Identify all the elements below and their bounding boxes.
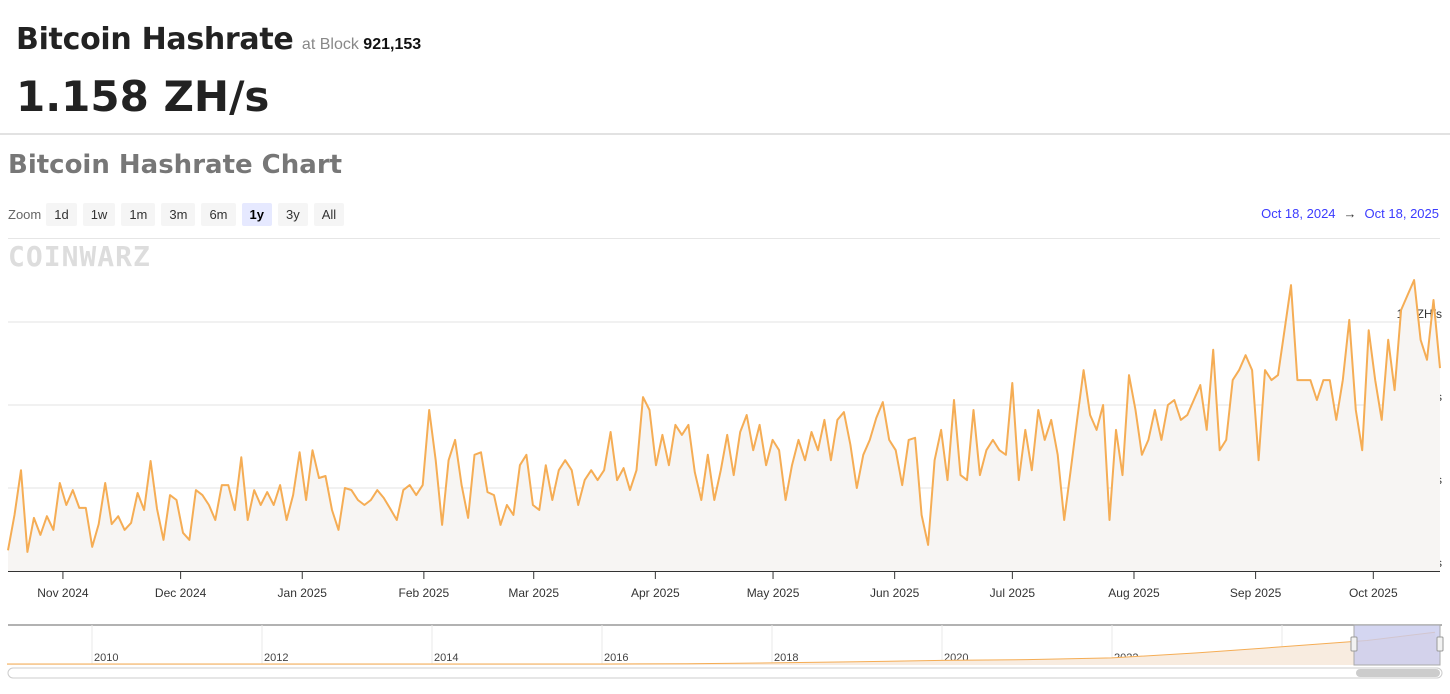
range-from[interactable]: Oct 18, 2024 xyxy=(1261,206,1336,221)
navigator-handle[interactable] xyxy=(1436,636,1444,652)
x-tick-label: Feb 2025 xyxy=(399,586,450,600)
zoom-bar: Zoom 1d 1w 1m 3m 6m 1y 3y All xyxy=(8,203,350,226)
zoom-1m-button[interactable]: 1m xyxy=(121,203,156,226)
x-tick-label: Apr 2025 xyxy=(631,586,680,600)
zoom-3y-button[interactable]: 3y xyxy=(277,203,308,226)
navigator-tick-label: 2012 xyxy=(264,652,288,664)
x-tick-label: Sep 2025 xyxy=(1230,586,1282,600)
series-area xyxy=(8,280,1440,571)
scrollbar-thumb[interactable] xyxy=(1356,669,1440,677)
x-tick-label: Nov 2024 xyxy=(37,586,89,600)
zoom-3m-button[interactable]: 3m xyxy=(161,203,196,226)
range-arrow: → xyxy=(1343,206,1357,221)
x-tick-label: Jul 2025 xyxy=(990,586,1036,600)
chart-top-border xyxy=(8,238,1440,239)
zoom-6m-button[interactable]: 6m xyxy=(201,203,236,226)
x-tick-label: Mar 2025 xyxy=(508,586,559,600)
page-header: Bitcoin Hashrate at Block 921,153 xyxy=(16,22,421,57)
x-tick-label: Dec 2024 xyxy=(155,586,207,600)
coinwarz-watermark-logo: COINWARZ xyxy=(8,240,151,273)
range-to[interactable]: Oct 18, 2025 xyxy=(1364,206,1439,221)
x-tick-label: Jun 2025 xyxy=(870,586,920,600)
navigator-tick-label: 2014 xyxy=(434,652,458,664)
navigator-tick-label: 2018 xyxy=(774,652,798,664)
zoom-label: Zoom xyxy=(8,207,42,222)
at-block-label: at Block xyxy=(301,36,359,53)
scrollbar-track[interactable] xyxy=(7,667,1443,679)
zoom-1w-button[interactable]: 1w xyxy=(82,203,116,226)
navigator-tick-label: 2016 xyxy=(604,652,628,664)
navigator-line xyxy=(7,631,1436,665)
zoom-1y-button[interactable]: 1y xyxy=(241,203,272,226)
zoom-1d-button[interactable]: 1d xyxy=(46,203,77,226)
chart-title: Bitcoin Hashrate Chart xyxy=(8,150,343,180)
divider xyxy=(0,133,1450,135)
date-range: Oct 18, 2024 → Oct 18, 2025 xyxy=(1261,206,1439,221)
navigator-handle[interactable] xyxy=(1350,636,1358,652)
zoom-all-button[interactable]: All xyxy=(313,203,345,226)
series-line xyxy=(7,279,1441,553)
x-tick-label: Aug 2025 xyxy=(1108,586,1160,600)
navigator-area xyxy=(7,632,1440,665)
navigator-tick-label: 2010 xyxy=(94,652,118,664)
block-number: 921,153 xyxy=(363,36,422,53)
x-tick-label: Jan 2025 xyxy=(278,586,328,600)
page-title: Bitcoin Hashrate xyxy=(16,22,294,57)
current-hashrate: 1.158 ZH/s xyxy=(16,72,270,121)
navigator-selection-window[interactable] xyxy=(1353,624,1441,666)
x-tick-label: Oct 2025 xyxy=(1349,586,1398,600)
x-tick-label: May 2025 xyxy=(747,586,800,600)
